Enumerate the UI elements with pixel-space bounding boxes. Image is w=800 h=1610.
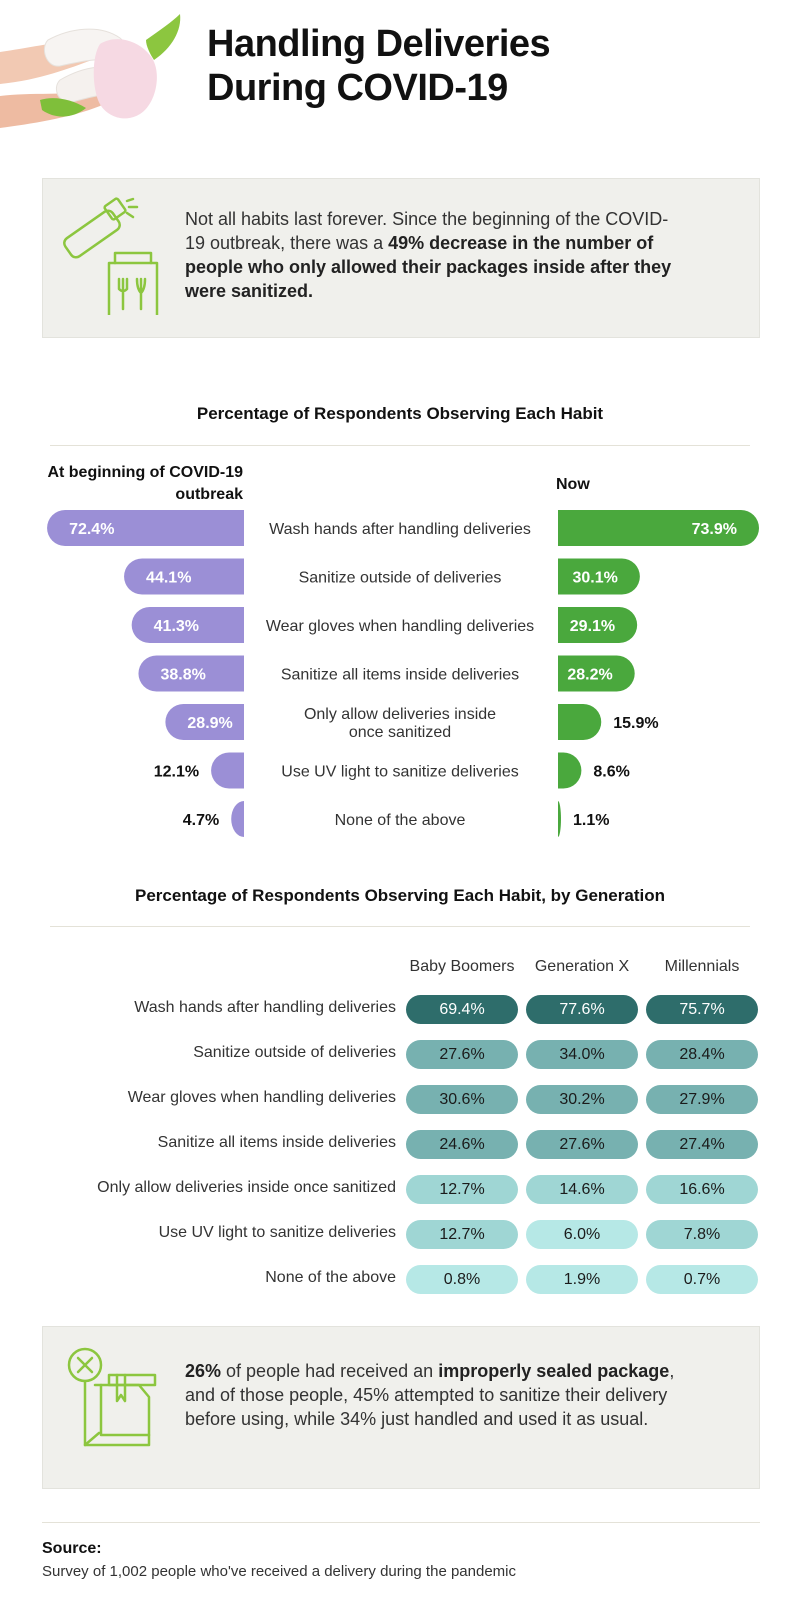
category-label: Use UV light to sanitize deliveries: [281, 764, 518, 781]
value-label-now: 73.9%: [692, 521, 737, 538]
category-label: Sanitize outside of deliveries: [299, 570, 502, 587]
bar-beginning: [211, 752, 244, 789]
value-label-beginning: 38.8%: [160, 667, 205, 684]
generation-value-pill: 1.9%: [526, 1265, 638, 1294]
value-label-beginning: 41.3%: [154, 618, 199, 635]
title-line-2: During COVID-19: [207, 67, 508, 109]
callout-text-1: of people had received an: [221, 1361, 439, 1381]
generation-value-pill: 27.6%: [526, 1130, 638, 1159]
chart1-title: Percentage of Respondents Observing Each…: [196, 404, 604, 423]
bar-beginning: [131, 607, 244, 643]
generation-value-pill: 12.7%: [406, 1220, 518, 1249]
generation-value-pill: 7.8%: [646, 1220, 758, 1249]
habit-comparison-chart: 72.4% 73.9% Wash hands after handling deli…: [47, 510, 760, 837]
chart1-left-header: At beginning of COVID-19 outbreak: [47, 464, 243, 503]
bar-now: [558, 655, 635, 692]
callout-text: 26% of people had received an improperly…: [185, 1359, 705, 1431]
generation-row-label: Sanitize all items inside deliveries: [157, 1134, 396, 1151]
chart-row: 28.9% 15.9% Only allow deliveries inside on…: [165, 704, 659, 741]
generation-value-pill: 69.4%: [406, 995, 518, 1024]
generation-value-pill: 34.0%: [526, 1040, 638, 1069]
generation-value-pill: 0.7%: [646, 1265, 758, 1294]
chart-row: 44.1% 30.1% Sanitize outside of deliveries: [124, 558, 640, 595]
intro-text-regular: Not all habits last forever. Since the b…: [185, 209, 669, 253]
generation-row-label: Sanitize outside of deliveries: [193, 1044, 396, 1061]
bar-beginning: [47, 510, 245, 546]
generation-value-pill: 14.6%: [526, 1175, 638, 1204]
chart2-title: Percentage of Respondents Observing Each…: [135, 886, 665, 905]
chart-row: 12.1% 8.6% Use UV light to sanitize delive…: [154, 752, 630, 789]
gloved-hands-illustration: [0, 14, 181, 128]
generation-column-header: Millennials: [664, 958, 740, 975]
title-line-1: Handling Deliveries: [207, 23, 551, 65]
value-label-beginning: 4.7%: [183, 812, 219, 829]
value-label-beginning: 12.1%: [154, 764, 199, 781]
callout-text-2: , and of those people, 45% attempted to …: [185, 1361, 675, 1429]
category-label: Sanitize all items inside deliveries: [281, 667, 519, 684]
generation-value-pill: 28.4%: [646, 1040, 758, 1069]
generation-value-pill: 16.6%: [646, 1175, 758, 1204]
generation-row-label: Wear gloves when handling deliveries: [127, 1089, 396, 1106]
value-label-now: 1.1%: [573, 812, 609, 829]
generation-value-pill: 30.2%: [526, 1085, 638, 1114]
intro-box: Not all habits last forever. Since the b…: [42, 178, 760, 338]
value-label-now: 29.1%: [570, 618, 615, 635]
chart-row: 72.4% 73.9% Wash hands after handling deli…: [47, 510, 760, 546]
generation-column-header: Generation X: [534, 958, 630, 975]
generation-column-header: Baby Boomers: [409, 958, 515, 975]
generation-value-pill: 0.8%: [406, 1265, 518, 1294]
chart-row: 38.8% 28.2% Sanitize all items inside deli…: [138, 655, 635, 692]
category-label: Only allow deliveries inside once sanitiz…: [304, 706, 496, 741]
bar-beginning: [138, 655, 244, 692]
category-label: None of the above: [335, 812, 466, 829]
chart2-divider: [50, 926, 750, 927]
generation-value-pill: 12.7%: [406, 1175, 518, 1204]
bar-now: [558, 607, 638, 643]
value-label-now: 15.9%: [613, 715, 658, 732]
value-label-now: 8.6%: [593, 764, 629, 781]
intro-text-bold: 49% decrease in the number of people who…: [185, 233, 672, 301]
generation-row-label: Wash hands after handling deliveries: [134, 999, 396, 1016]
category-label: Wear gloves when handling deliveries: [266, 618, 534, 635]
generation-value-pill: 27.4%: [646, 1130, 758, 1159]
generation-value-pill: 6.0%: [526, 1220, 638, 1249]
generation-row-label: Only allow deliveries inside once saniti…: [97, 1179, 396, 1196]
source-divider: [42, 1522, 760, 1523]
chart1-divider: [50, 445, 750, 446]
bar-now: [558, 704, 602, 740]
value-label-beginning: 28.9%: [187, 715, 232, 732]
callout-box: 26% of people had received an improperly…: [42, 1326, 760, 1489]
value-label-now: 30.1%: [572, 570, 617, 587]
source-text: Survey of 1,002 people who've received a…: [42, 1563, 516, 1580]
bar-beginning: [165, 704, 244, 740]
generation-value-pill: 24.6%: [406, 1130, 518, 1159]
bar-now: [558, 510, 760, 546]
category-label: Wash hands after handling deliveries: [269, 521, 531, 538]
bar-now: [558, 558, 640, 595]
value-label-beginning: 44.1%: [146, 570, 191, 587]
generation-value-pill: 30.6%: [406, 1085, 518, 1114]
bar-now: [558, 752, 582, 789]
generation-value-pill: 27.9%: [646, 1085, 758, 1114]
callout-bold-1: 26%: [185, 1361, 222, 1381]
bar-beginning: [124, 558, 244, 595]
generation-value-pill: 75.7%: [646, 995, 758, 1024]
unsealed-package-icon: [67, 1347, 157, 1447]
generation-row-label: Use UV light to sanitize deliveries: [158, 1224, 396, 1241]
value-label-beginning: 72.4%: [69, 521, 114, 538]
generation-row-label: None of the above: [265, 1269, 396, 1286]
intro-text: Not all habits last forever. Since the b…: [185, 207, 675, 303]
callout-bold-2: improperly sealed package: [438, 1361, 670, 1381]
bar-beginning: [231, 801, 244, 837]
generation-value-pill: 77.6%: [526, 995, 638, 1024]
chart-row: 41.3% 29.1% Wear gloves when handling deli…: [131, 607, 638, 643]
generation-value-pill: 27.6%: [406, 1040, 518, 1069]
chart-row: 4.7% 1.1% None of the above: [183, 801, 609, 837]
page-title: Handling Deliveries During COVID-19: [207, 22, 767, 110]
spray-bottle-bag-icon: [63, 197, 159, 315]
source-title: Source:: [42, 1540, 102, 1557]
chart1-right-header: Now: [556, 476, 590, 493]
value-label-now: 28.2%: [567, 667, 612, 684]
bar-now: [558, 801, 561, 837]
